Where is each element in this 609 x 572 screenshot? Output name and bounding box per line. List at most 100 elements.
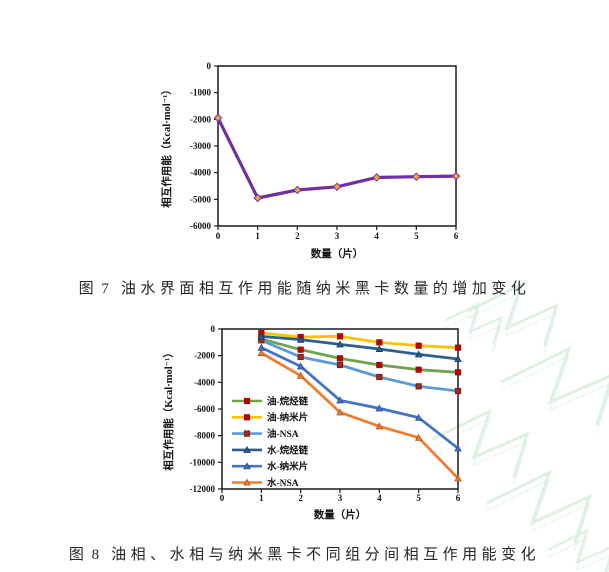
series-line <box>259 334 460 361</box>
series-水-烷烃链 <box>257 332 462 363</box>
data-point-marker <box>336 340 344 348</box>
data-point-marker <box>257 332 266 340</box>
data-point-marker <box>336 396 344 404</box>
data-point-marker <box>243 462 251 470</box>
y-tick-label: -6000 <box>190 221 211 231</box>
y-axis: 0 -2000 -4000 -6000 -8000 -10000 -12000 <box>190 324 222 494</box>
x-tick-label: 0 <box>220 493 225 503</box>
x-axis: 0 1 2 3 4 5 6 <box>220 489 461 503</box>
series-line <box>259 331 460 350</box>
x-tick-label: 6 <box>456 493 461 503</box>
x-tick-label: 1 <box>259 493 264 503</box>
y-tick-label: -2000 <box>194 351 215 361</box>
series-水-纳米片 <box>257 343 462 452</box>
data-point-marker <box>297 346 304 353</box>
series-line <box>259 337 460 374</box>
figure7-chart: 0 -1000 -2000 -3000 -4000 -5000 -6000 0 1 2 3 4 5 6 数量… <box>160 61 461 260</box>
figure8-caption-label: 图 8 <box>68 547 102 563</box>
x-tick-label: 0 <box>216 231 221 241</box>
y-tick-label: -6000 <box>194 404 215 414</box>
x-axis-title: 数量（片） <box>313 508 367 521</box>
data-point-marker <box>296 371 305 379</box>
figure8-caption: 图 8 油相、水相与纳米黑卡不同组分间相互作用能变化 <box>0 543 609 564</box>
data-point-marker <box>454 344 462 351</box>
y-tick-label: -12000 <box>190 484 216 494</box>
data-point-marker <box>253 193 262 203</box>
x-axis: 0 1 2 3 4 5 6 <box>216 226 459 241</box>
data-point-marker <box>376 373 383 381</box>
data-point-marker <box>414 413 423 421</box>
figure8-caption-text: 油相、水相与纳米黑卡不同组分间相互作用能变化 <box>111 547 541 563</box>
series-line <box>259 338 460 393</box>
y-axis: 0 -1000 -2000 -3000 -4000 -5000 -6000 <box>190 61 218 231</box>
y-tick-label: 0 <box>207 61 212 71</box>
data-point-marker <box>372 173 381 182</box>
data-point-marker <box>412 172 421 181</box>
data-point-marker <box>415 366 422 373</box>
data-point-marker <box>243 414 251 421</box>
data-point-marker <box>296 335 305 343</box>
y-axis-title: 相互作用能（Kcal·mol⁻¹） <box>160 84 173 208</box>
y-tick-label: 0 <box>211 324 216 334</box>
y-tick-label: -4000 <box>194 377 215 387</box>
x-tick-label: 3 <box>338 493 343 503</box>
y-tick-label: -3000 <box>190 141 211 151</box>
data-point-marker <box>454 355 462 363</box>
legend-item-label: 水-烷烃链 <box>267 444 309 456</box>
data-point-marker <box>414 433 423 441</box>
y-tick-label: -8000 <box>194 431 215 441</box>
data-point-marker <box>375 404 384 412</box>
data-point-marker <box>375 422 384 430</box>
y-tick-label: -2000 <box>190 114 211 124</box>
data-point-marker <box>376 339 383 346</box>
data-point-marker <box>297 353 304 361</box>
series-line <box>259 351 460 480</box>
figure7-caption: 图 7 油水界面相互作用能随纳米黑卡数量的增加变化 <box>0 277 609 298</box>
legend-item-label: 油-NSA <box>267 428 299 440</box>
y-tick-label: -1000 <box>190 88 211 98</box>
series-line <box>259 346 460 450</box>
data-point-marker <box>243 430 251 437</box>
legend-item-label: 水-NSA <box>267 477 299 489</box>
data-point-marker <box>415 342 422 349</box>
x-tick-label: 4 <box>377 493 382 503</box>
data-point-marker <box>454 369 462 376</box>
data-point-marker <box>213 113 223 123</box>
figure7-caption-text: 油水界面相互作用能随纳米黑卡数量的增加变化 <box>120 281 531 297</box>
data-point-marker <box>376 361 383 369</box>
legend-item-水-NSA: 水-NSA <box>232 477 299 489</box>
data-point-marker <box>336 361 344 369</box>
legend-item-label: 油-纳米片 <box>267 412 308 424</box>
x-tick-label: 1 <box>255 231 260 241</box>
data-point-marker <box>336 408 344 416</box>
legend-item-油-NSA: 油-NSA <box>232 428 299 440</box>
data-point-marker <box>293 185 302 195</box>
series-油-NSA <box>258 337 462 395</box>
x-axis-title: 数量（片） <box>310 247 364 260</box>
data-point-marker <box>336 333 344 340</box>
figure8-chart: 0 -2000 -4000 -6000 -8000 -10000 -12000 0 1 2 3 4 5 6… <box>162 324 462 521</box>
x-tick-label: 6 <box>454 231 459 241</box>
series-油水界面相互作用能 <box>213 113 461 203</box>
y-tick-label: -5000 <box>190 194 211 204</box>
legend-item-label: 水-纳米片 <box>267 461 308 473</box>
data-point-marker <box>336 355 344 362</box>
series-水-NSA <box>257 349 462 482</box>
legend-item-label: 油-烷烃链 <box>267 395 309 407</box>
plot-area-border <box>217 65 457 227</box>
data-point-marker <box>243 478 251 486</box>
x-tick-label: 5 <box>416 493 421 503</box>
data-point-marker <box>414 350 423 358</box>
y-tick-label: -10000 <box>190 457 216 467</box>
legend-item-水-烷烃链: 水-烷烃链 <box>232 444 309 456</box>
data-point-marker <box>243 397 251 405</box>
watermark-glyph <box>500 345 609 434</box>
figure7-caption-label: 图 7 <box>78 281 111 297</box>
legend-item-水-纳米片: 水-纳米片 <box>232 461 308 473</box>
y-axis-title: 相互作用能（Kcal·mol⁻¹） <box>162 347 175 471</box>
y-tick-label: -4000 <box>190 168 211 178</box>
x-tick-label: 2 <box>298 493 303 503</box>
data-point-marker <box>243 445 251 453</box>
